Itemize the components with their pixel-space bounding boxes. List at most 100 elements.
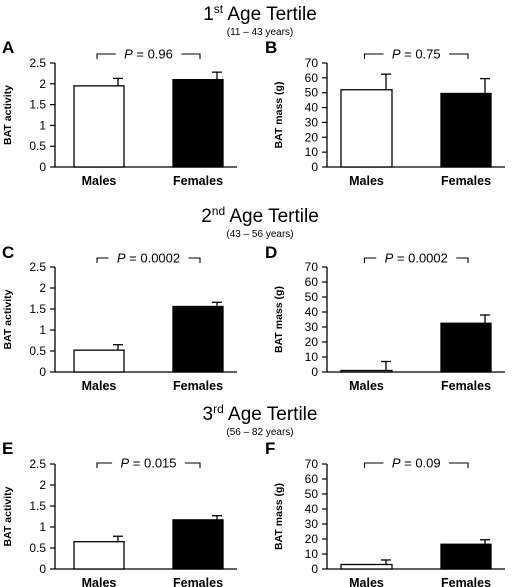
p-value-label: P = 0.015 xyxy=(120,456,176,471)
y-tick-label: 60 xyxy=(305,71,319,85)
y-tick-label: 70 xyxy=(305,260,319,274)
y-tick-label: 20 xyxy=(305,130,319,144)
y-tick-label: 1.5 xyxy=(29,499,46,513)
y-axis-label: BAT activity xyxy=(2,486,14,546)
section-title: 1st Age Tertile xyxy=(203,2,317,25)
y-axis-label: BAT activity xyxy=(2,289,14,349)
y-tick-label: 1 xyxy=(39,323,46,337)
y-axis-label: BAT mass (g) xyxy=(273,483,285,550)
y-tick-label: 50 xyxy=(305,86,319,100)
x-category-label: Males xyxy=(82,174,117,188)
y-tick-label: 20 xyxy=(305,335,319,349)
x-category-label: Females xyxy=(441,576,491,587)
p-symbol: P xyxy=(117,251,126,266)
y-tick-label: 30 xyxy=(305,115,319,129)
y-tick-label: 0 xyxy=(39,160,46,174)
panel-a: A BAT activity 0 0.5 1 1.5 2 2.5 Males Females P =… xyxy=(2,38,237,188)
y-tick-label: 70 xyxy=(305,457,319,471)
bar-females xyxy=(440,543,492,570)
y-tick-label: 0.5 xyxy=(29,139,46,153)
y-tick-label: 40 xyxy=(305,502,319,516)
significance-bracket-right xyxy=(449,53,469,59)
y-tick-label: 1.5 xyxy=(29,98,46,112)
section-ordinal-suffix: rd xyxy=(213,402,224,416)
p-value: = 0.0002 xyxy=(393,251,448,266)
bar-males xyxy=(73,349,125,373)
p-value-label: P = 0.0002 xyxy=(117,251,180,266)
significance-bracket-left xyxy=(96,257,109,263)
y-tick-label: 30 xyxy=(305,517,319,531)
x-category-label: Males xyxy=(349,576,384,587)
y-axis-label: BAT activity xyxy=(2,85,14,145)
y-tick-label: 10 xyxy=(305,350,319,364)
significance-bracket-right xyxy=(184,462,201,468)
bar-females xyxy=(172,78,224,168)
y-tick-label: 1 xyxy=(39,118,46,132)
bar-females xyxy=(440,322,492,373)
x-category-label: Females xyxy=(441,379,491,393)
p-value-label: P = 0.09 xyxy=(392,456,441,471)
significance-bracket-left xyxy=(363,462,384,468)
y-tick-label: 50 xyxy=(305,487,319,501)
p-value-label: P = 0.0002 xyxy=(385,251,448,266)
y-tick-label: 2 xyxy=(39,281,46,295)
section-ordinal-suffix: st xyxy=(214,2,224,16)
p-value: = 0.0002 xyxy=(126,251,181,266)
p-value: = 0.75 xyxy=(401,47,441,62)
y-tick-label: 0 xyxy=(311,160,318,174)
y-tick-label: 0.5 xyxy=(29,344,46,358)
p-symbol: P xyxy=(392,47,401,62)
bar-males xyxy=(73,85,125,168)
section-age-range: (56 – 82 years) xyxy=(226,427,293,438)
y-tick-label: 50 xyxy=(305,290,319,304)
section-title: 2nd Age Tertile xyxy=(201,204,319,227)
section-title: 3rd Age Tertile xyxy=(203,402,318,425)
panel-letter: B xyxy=(265,38,277,57)
x-category-label: Males xyxy=(349,174,384,188)
p-value: = 0.015 xyxy=(129,456,176,471)
significance-bracket-left xyxy=(96,462,113,468)
panel-letter: C xyxy=(2,243,14,262)
p-value-label: P = 0.96 xyxy=(124,47,173,62)
y-tick-label: 70 xyxy=(305,56,319,70)
panel-c: C BAT activity 0 0.5 1 1.5 2 2.5 Males Females P =… xyxy=(2,243,237,393)
bar-females xyxy=(440,92,492,168)
section-ordinal: 3 xyxy=(203,404,214,425)
x-category-label: Females xyxy=(173,379,223,393)
p-value: = 0.96 xyxy=(133,47,173,62)
y-tick-label: 0.5 xyxy=(29,541,46,555)
p-symbol: P xyxy=(385,251,394,266)
panel-letter: D xyxy=(265,243,277,262)
y-tick-label: 10 xyxy=(305,547,319,561)
y-axis-label: BAT mass (g) xyxy=(273,286,285,353)
y-tick-label: 0 xyxy=(39,562,46,576)
panel-letter: A xyxy=(2,38,14,57)
y-tick-label: 2 xyxy=(39,478,46,492)
significance-bracket-left xyxy=(96,53,116,59)
y-tick-label: 40 xyxy=(305,305,319,319)
y-tick-label: 2.5 xyxy=(29,56,46,70)
p-value: = 0.09 xyxy=(401,456,441,471)
bar-males xyxy=(340,369,393,373)
y-tick-label: 20 xyxy=(305,532,319,546)
x-category-label: Males xyxy=(82,576,117,587)
section-ordinal-suffix: nd xyxy=(212,204,225,218)
x-category-label: Males xyxy=(349,379,384,393)
section-label: Age Tertile xyxy=(223,4,317,25)
y-tick-label: 0 xyxy=(311,365,318,379)
y-tick-label: 2.5 xyxy=(29,457,46,471)
p-value-label: P = 0.75 xyxy=(392,47,441,62)
bar-males xyxy=(340,89,393,168)
x-category-label: Females xyxy=(441,174,491,188)
x-category-label: Males xyxy=(82,379,117,393)
bar-males xyxy=(340,563,393,570)
y-tick-label: 40 xyxy=(305,101,319,115)
p-symbol: P xyxy=(392,456,401,471)
y-tick-label: 2.5 xyxy=(29,260,46,274)
bar-females xyxy=(172,305,224,373)
panel-letter: F xyxy=(265,439,275,458)
significance-bracket-left xyxy=(363,257,377,263)
